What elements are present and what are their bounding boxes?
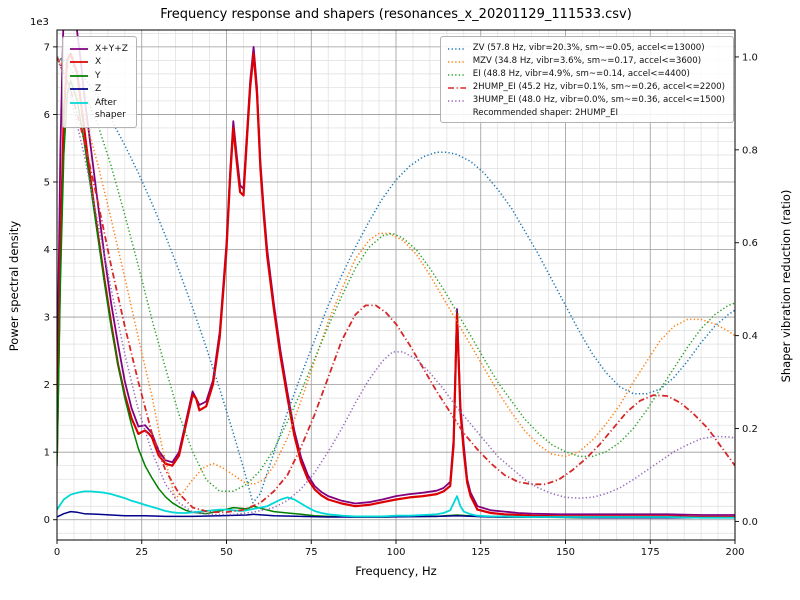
legend-item-y: Y (69, 70, 128, 82)
series-x-line (57, 52, 735, 519)
legend-label-ei: EI (48.8 Hz, vibr=4.9%, sm~=0.14, accel<… (472, 68, 690, 79)
y-left-tick-label: 3 (44, 313, 50, 324)
series-group (57, 30, 735, 519)
legend-item-2hump-ei: 2HUMP_EI (45.2 Hz, vibr=0.1%, sm~=0.26, … (447, 82, 725, 94)
chart-title: Frequency response and shapers (resonanc… (160, 7, 632, 22)
y-left-tick-label: 5 (44, 177, 50, 188)
legend-label-z: Z (95, 84, 102, 95)
tick-labels: 0 25 50 75 100 125 150 175 200 0 1 2 3 4 5 6 7 0.0 0.2 0.4 0… (44, 42, 758, 558)
legend-line-sample-z (70, 88, 88, 91)
x-tick-label: 125 (471, 547, 490, 558)
series-ei-line (57, 56, 735, 492)
series-2hump-ei-line (57, 56, 735, 513)
x-tick-label: 100 (386, 547, 405, 558)
legend-line-sample-x (70, 61, 88, 64)
legend-item-z: Z (69, 83, 128, 95)
legend-item-xyz: X+Y+Z (69, 43, 128, 55)
legend-item-3hump-ei: 3HUMP_EI (48.0 Hz, vibr=0.0%, sm~=0.36, … (447, 95, 725, 107)
legend-line-sample-mzv (447, 60, 466, 63)
x-tick-label: 150 (556, 547, 575, 558)
recommended-shaper-note: Recommended shaper: 2HUMP_EI (472, 108, 618, 119)
legend-label-y: Y (95, 70, 101, 81)
y-axis-offset-label: 1e3 (30, 17, 49, 28)
legend-shapers: ZV (57.8 Hz, vibr=20.3%, sm~=0.05, accel… (439, 36, 734, 124)
legend-label-x: X (95, 57, 102, 68)
x-tick-label: 75 (305, 547, 318, 558)
y-left-tick-label: 0 (44, 515, 50, 526)
legend-label-mzv: MZV (34.8 Hz, vibr=3.6%, sm~=0.17, accel… (472, 55, 702, 66)
x-tick-label: 25 (135, 547, 148, 558)
y-left-tick-label: 7 (44, 42, 50, 53)
legend-label-xyz: X+Y+Z (95, 43, 128, 54)
y-right-tick-label: 0.4 (742, 331, 758, 342)
x-tick-label: 175 (641, 547, 660, 558)
x-tick-label: 0 (54, 547, 60, 558)
y-left-tick-label: 4 (44, 245, 50, 256)
x-axis-label: Frequency, Hz (355, 564, 437, 578)
y-right-tick-label: 0.6 (742, 238, 758, 249)
legend-line-sample-ei (447, 73, 466, 76)
legend-line-sample-xyz (70, 47, 88, 50)
y-right-tick-label: 1.0 (742, 52, 758, 63)
legend-item-x: X (69, 56, 128, 68)
legend-line-sample-zv (447, 47, 466, 50)
legend-label-after-shaper: After shaper (95, 98, 126, 121)
legend-label-3hump-ei: 3HUMP_EI (48.0 Hz, vibr=0.0%, sm~=0.36, … (472, 94, 725, 105)
y-right-tick-label: 0.8 (742, 145, 758, 156)
y-left-tick-label: 1 (44, 448, 50, 459)
legend-line-sample-y (70, 74, 88, 77)
y-left-tick-label: 2 (44, 380, 50, 391)
legend-item-mzv: MZV (34.8 Hz, vibr=3.6%, sm~=0.17, accel… (447, 56, 725, 68)
tick-marks (53, 46, 739, 544)
y-axis-right-label: Shaper vibration reduction (ratio) (779, 189, 793, 383)
legend-line-sample-after-shaper (70, 102, 88, 104)
legend-label-2hump-ei: 2HUMP_EI (45.2 Hz, vibr=0.1%, sm~=0.26, … (472, 81, 725, 92)
y-right-tick-label: 0.0 (742, 517, 758, 528)
y-left-tick-label: 6 (44, 110, 50, 121)
legend-item-after-shaper: After shaper (69, 97, 128, 121)
legend-item-zv: ZV (57.8 Hz, vibr=20.3%, sm~=0.05, accel… (447, 43, 725, 55)
legend-line-sample-2hump-ei (447, 87, 466, 89)
legend-psd: X+Y+Z X Y Z After shaper (62, 36, 137, 128)
y-axis-left-label: Power spectral density (7, 220, 21, 352)
y-right-tick-label: 0.2 (742, 424, 758, 435)
legend-item-ei: EI (48.8 Hz, vibr=4.9%, sm~=0.14, accel<… (447, 69, 725, 81)
x-tick-label: 50 (220, 547, 233, 558)
x-tick-label: 200 (725, 547, 744, 558)
legend-line-sample-3hump-ei (447, 100, 466, 102)
legend-label-zv: ZV (57.8 Hz, vibr=20.3%, sm~=0.05, accel… (472, 42, 705, 53)
series-mzv-line (57, 56, 735, 499)
series-after-shaper-line (57, 490, 735, 519)
grid-minor (57, 30, 735, 540)
